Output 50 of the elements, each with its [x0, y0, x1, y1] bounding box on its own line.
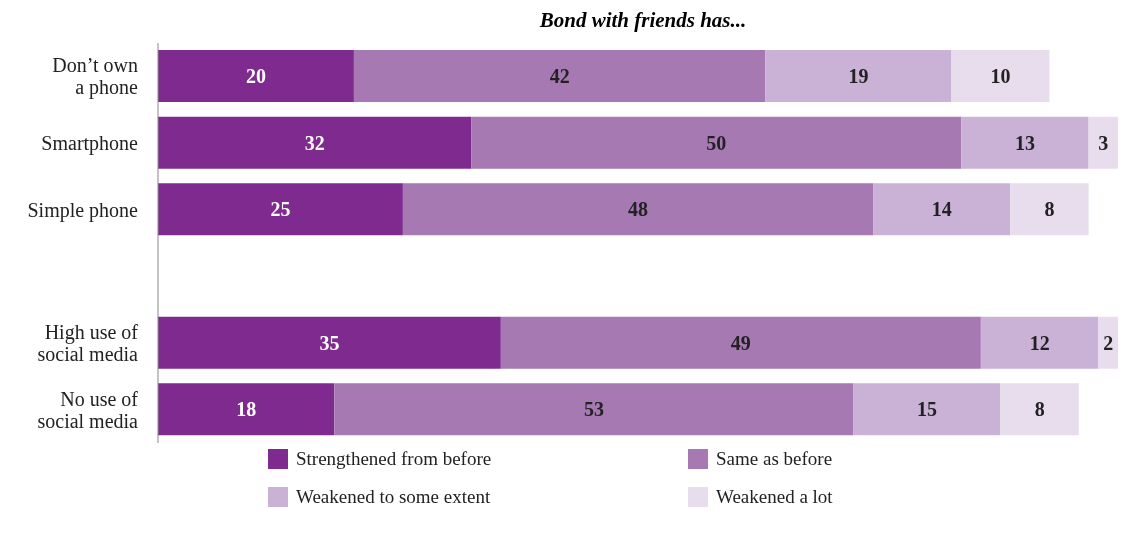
data-label: 49 [730, 331, 751, 354]
data-label: 10 [990, 65, 1011, 88]
data-label: 14 [931, 198, 952, 221]
data-label: 35 [319, 331, 340, 354]
legend-label: Strengthened from before [296, 448, 492, 470]
bar [853, 383, 1001, 436]
y-tick-label: Simple phone [27, 198, 139, 222]
data-label: 53 [583, 398, 604, 421]
data-label: 25 [270, 198, 291, 221]
y-tick-label: Don’t own a phone [52, 54, 139, 100]
bar [961, 116, 1089, 169]
bar [334, 383, 854, 436]
bar [158, 316, 501, 369]
bar [980, 316, 1099, 369]
legend-label: Weakened a lot [716, 486, 833, 508]
data-label: 2 [1103, 331, 1114, 354]
bar [1088, 116, 1118, 169]
bar [158, 383, 335, 436]
bar [471, 116, 962, 169]
data-label: 32 [304, 131, 325, 154]
bar [1000, 383, 1079, 436]
data-label: 8 [1044, 198, 1055, 221]
data-label: 13 [1014, 131, 1035, 154]
bar [951, 50, 1050, 102]
bar [873, 183, 1011, 236]
legend-label: Weakened to some extent [296, 486, 491, 508]
data-label: 8 [1034, 398, 1045, 421]
chart-title: Bond with friends has... [538, 8, 748, 34]
legend-label: Same as before [716, 448, 833, 470]
data-label: 19 [848, 65, 869, 88]
bar [158, 50, 354, 102]
data-label: 12 [1029, 331, 1050, 354]
bar [158, 183, 403, 236]
bar [353, 50, 766, 102]
bar [158, 116, 472, 169]
y-tick-label: Smartphone [41, 132, 139, 155]
y-tick-label: No use of social media [37, 387, 139, 432]
bar [765, 50, 952, 102]
data-label: 15 [916, 398, 937, 421]
bar [402, 183, 874, 236]
y-tick-label: High use of social media [37, 321, 139, 365]
bar [1098, 316, 1118, 369]
data-label: 20 [245, 65, 266, 88]
bar [500, 316, 981, 369]
data-label: 42 [549, 65, 570, 88]
data-label: 3 [1098, 131, 1109, 154]
data-label: 48 [628, 198, 648, 221]
bar [1010, 183, 1089, 236]
data-label: 18 [236, 398, 257, 421]
data-label: 50 [706, 131, 727, 154]
